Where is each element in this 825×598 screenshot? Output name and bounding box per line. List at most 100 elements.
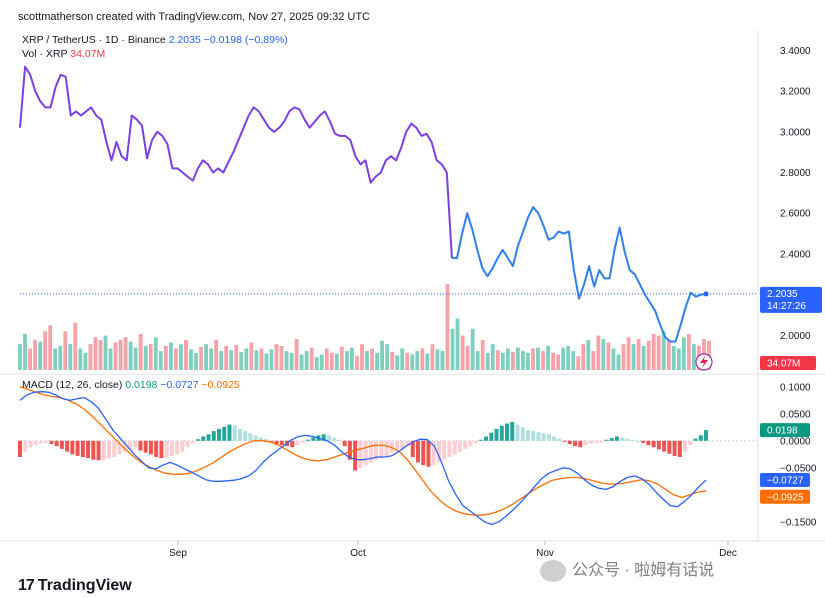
volume-bar [229,350,234,370]
volume-bar [339,346,344,370]
macd-hist-bar [253,435,258,441]
macd-hist-bar [75,440,80,456]
volume-bar [33,339,37,370]
volume-bar [445,284,450,370]
volume-bar [199,346,203,370]
macd-hist-bar [59,440,64,449]
macd-line-badge [760,473,810,488]
legend-price: 2.2035 [168,34,201,46]
time-tick-label: Sep [169,548,187,559]
tradingview-logo[interactable]: 17 TradingView [18,577,132,595]
macd-hist-bar [243,431,248,441]
volume-bar [309,347,314,370]
macd-hist-bar [159,440,164,459]
macd-hist-bar [531,431,536,441]
volume-bar [314,357,319,370]
macd-hist-bar [54,440,59,447]
macd-hist-bar [646,440,651,446]
wechat-icon [540,559,566,582]
volume-bar [168,342,173,370]
volume-bar [123,337,128,370]
volume-bar [43,331,48,370]
volume-bar [334,353,339,370]
macd-hist-bar [143,440,148,453]
legend-macd-hist: 0.0198 [125,379,158,391]
macd-hist-bar [541,433,546,441]
legend-change: −0.0198 (−0.89%) [203,34,288,46]
time-tick-label: Nov [536,548,554,559]
volume-bar [284,351,289,370]
volume-bar [566,345,571,370]
macd-hist-bar [154,440,159,457]
macd-hist-bar [175,440,180,455]
macd-tick-label: 0.0000 [780,436,811,447]
last-price-badge [760,286,822,313]
volume-bar [651,333,656,370]
volume-bar [440,351,445,370]
volume-bar [435,349,440,370]
macd-hist-bar [86,440,91,459]
macd-hist-bar [196,439,201,441]
volume-bar [576,356,581,370]
volume-bar [531,348,535,370]
macd-hist-bar [683,440,688,452]
volume-bar [113,342,118,370]
macd-hist-bar [562,440,567,442]
macd-hist-bar [96,440,101,461]
macd-hist-bar [28,440,33,448]
macd-hist-bar [117,440,122,455]
volume-bar [118,339,123,370]
volume-bar [319,354,324,370]
macd-hist-bar [468,440,473,447]
macd-hist-bar [122,440,127,452]
macd-hist-bar [300,440,305,443]
macd-tick-label: 0.0500 [780,409,811,420]
macd-legend: MACD (12, 26, close) 0.0198 −0.0727 −0.0… [22,379,240,391]
macd-hist-bar [499,425,504,441]
volume-bar [390,351,395,370]
volume-bar [551,352,556,370]
macd-hist-bar [410,440,415,457]
volume-bar [148,344,153,370]
volume-bar [158,351,163,370]
volume-bar [68,344,73,370]
macd-hist-bar [379,440,384,459]
macd-hist-bar [368,440,373,463]
volume-bar [490,344,495,370]
macd-hist-bar [190,440,195,444]
macd-hist-bar [400,440,405,449]
macd-hist-bar [415,440,420,463]
macd-line-badge-label: −0.0727 [767,476,804,487]
price-tick-label: 2.4000 [780,249,811,260]
volume-bar [219,351,224,370]
volume-bar [28,348,32,370]
macd-hist-bar [389,440,394,453]
time-tick-label: Dec [719,548,737,559]
macd-hist-bar [112,440,117,457]
volume-bar [546,345,550,370]
volume-bar [204,344,208,370]
volume-bar [254,350,259,370]
volume-bar [329,352,334,370]
volume-bar [63,331,68,370]
macd-hist-bar [405,440,410,447]
volume-bar [596,335,601,370]
volume-bar [214,339,219,370]
volume-bar [676,348,681,370]
macd-signal-badge [760,489,810,504]
macd-hist-bar [567,440,572,445]
volume-bar [465,345,470,370]
volume-bar [103,335,108,370]
volume-badge [760,356,816,370]
macd-hist-bar [206,434,211,441]
macd-hist-bar [620,437,625,441]
watermark-text: 公众号 · 啦姆有话说 [572,562,715,579]
macd-hist-bar [578,440,583,448]
macd-hist-bar [463,440,468,449]
volume-bar [526,352,530,370]
macd-hist-bar [237,428,242,441]
macd-hist-bar [484,436,489,441]
macd-hist-bar [667,440,672,454]
macd-hist-bar [217,428,221,441]
